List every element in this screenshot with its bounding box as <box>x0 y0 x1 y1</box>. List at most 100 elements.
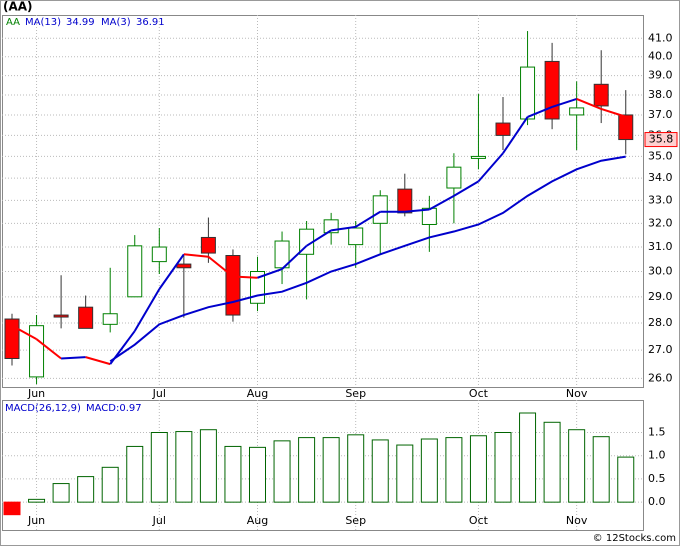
ma-line-segment <box>453 180 479 197</box>
ma-line-segment <box>576 98 602 110</box>
ma-line <box>109 155 626 363</box>
macd-title: MACD(26,12,9) <box>5 403 81 414</box>
x-tick-label: Jul <box>152 387 166 400</box>
y-tick-label: 39.0 <box>648 69 673 82</box>
ma-line-segment <box>428 194 455 211</box>
legend-value: 34.99 <box>66 17 95 28</box>
macd-bar <box>175 431 193 503</box>
y-tick-label: 0.0 <box>648 495 666 508</box>
ma-line-segment <box>11 324 38 341</box>
price-label: 35.8 <box>649 133 674 146</box>
macd-bar <box>420 438 438 503</box>
ma-line-segment <box>109 330 136 365</box>
y-tick-label: 0.5 <box>648 472 666 485</box>
candle-body <box>78 306 94 329</box>
price-panel <box>2 15 644 388</box>
macd-bar <box>347 434 365 503</box>
candle-body <box>421 207 437 225</box>
macd-bar <box>494 432 512 503</box>
ma-line-segment <box>527 105 553 118</box>
ma-line-segment <box>35 338 62 360</box>
legend-entry: MA(13) <box>25 17 61 28</box>
candle-body <box>348 227 364 246</box>
ma-line-segment <box>331 225 356 232</box>
candle-body <box>53 314 69 318</box>
y-tick-label: 1.0 <box>648 449 666 462</box>
ma-line-segment <box>551 98 577 108</box>
y-tick-label: 33.0 <box>648 193 673 206</box>
y-tick-label: 38.0 <box>648 88 673 101</box>
candle-body <box>470 155 486 159</box>
ma-line-segment <box>207 255 234 278</box>
macd-bar <box>568 429 586 503</box>
y-tick-label: 34.0 <box>648 171 673 184</box>
macd-bar <box>28 498 46 503</box>
macd-bar <box>52 483 70 503</box>
candle-body <box>102 313 118 325</box>
y-tick-label: 1.5 <box>648 426 666 439</box>
y-tick-label: 30.0 <box>648 265 673 278</box>
x-tick-label: Jun <box>27 514 45 527</box>
x-tick-label: Nov <box>566 514 588 527</box>
macd-bar <box>249 446 266 503</box>
candle-body <box>569 107 585 116</box>
macd-bar <box>273 440 291 503</box>
macd-bar <box>371 439 389 503</box>
x-tick-label: Jul <box>152 514 166 527</box>
x-tick-label: Oct <box>469 514 489 527</box>
legend-symbol: AA <box>6 17 20 28</box>
ma-line-segment <box>600 107 627 118</box>
macd-bar <box>199 429 217 503</box>
macd-bar <box>126 445 144 503</box>
macd-bar <box>322 437 340 503</box>
legend-value: 36.91 <box>136 17 165 28</box>
legend-entry: MA(3) <box>101 17 131 28</box>
ma-line-segment <box>61 356 86 360</box>
ma-line-segment <box>502 116 529 154</box>
ma-line-segment <box>477 152 504 183</box>
ma-line-segment <box>281 245 308 270</box>
candle-body <box>127 245 143 298</box>
macd-bar <box>469 435 487 503</box>
ma-line-segment <box>183 253 209 258</box>
y-tick-label: 29.0 <box>648 290 673 303</box>
candle-body <box>520 66 536 120</box>
macd-bar <box>224 445 242 503</box>
candle-body <box>544 60 560 120</box>
y-tick-label: 41.0 <box>648 31 673 44</box>
ma-line-segment <box>232 275 258 279</box>
y-tick-label: 27.0 <box>648 343 673 356</box>
macd-bar <box>445 437 463 503</box>
x-tick-label: Oct <box>469 387 489 400</box>
y-tick-label: 37.0 <box>648 108 673 121</box>
y-tick-label: 40.0 <box>648 50 673 63</box>
price-box <box>644 132 678 148</box>
y-tick-label: 35.0 <box>648 149 673 162</box>
x-tick-label: Nov <box>566 387 588 400</box>
macd-bar <box>519 412 537 503</box>
candle-body <box>446 166 462 189</box>
y-tick-label: 31.0 <box>648 240 673 253</box>
candle-body <box>225 255 241 316</box>
watermark: © 12Stocks.com <box>593 533 676 544</box>
candle-body <box>4 318 20 360</box>
candle-body <box>200 236 216 254</box>
macd-bar <box>298 437 316 503</box>
x-tick-label: Aug <box>247 387 268 400</box>
ma-line-segment <box>404 208 430 213</box>
ma-line-segment <box>133 288 161 332</box>
macd-bar <box>396 444 414 503</box>
macd-bar <box>77 476 95 503</box>
ma-line-segment <box>257 268 283 279</box>
x-tick-label: Jun <box>27 387 45 400</box>
candle-body <box>618 114 634 141</box>
ma-line-segment <box>306 229 332 247</box>
candle-body <box>495 122 511 136</box>
y-tick-label: 26.0 <box>648 371 673 384</box>
ma-line-segment <box>158 253 185 290</box>
macd-panel <box>2 400 644 531</box>
x-tick-label: Sep <box>345 387 366 400</box>
macd-bar <box>543 421 561 503</box>
